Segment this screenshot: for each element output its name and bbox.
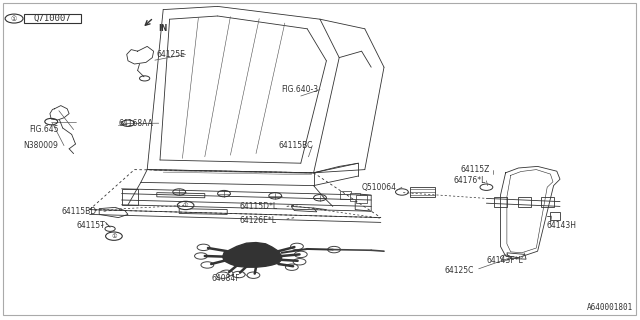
Circle shape — [201, 262, 214, 268]
Circle shape — [232, 271, 245, 278]
Bar — [340, 191, 351, 199]
Text: Q710007: Q710007 — [34, 14, 71, 23]
Circle shape — [247, 272, 260, 278]
Circle shape — [314, 195, 326, 201]
Bar — [350, 193, 360, 201]
Circle shape — [197, 244, 210, 251]
Circle shape — [269, 193, 282, 199]
Text: 64115T: 64115T — [77, 221, 106, 230]
Text: IN: IN — [159, 24, 168, 33]
Text: 64143F*L: 64143F*L — [486, 256, 523, 265]
Circle shape — [220, 270, 233, 276]
Text: A640001801: A640001801 — [588, 303, 634, 312]
Circle shape — [105, 226, 115, 231]
Bar — [356, 195, 367, 203]
Circle shape — [140, 76, 150, 81]
Circle shape — [291, 243, 303, 250]
Circle shape — [500, 255, 511, 260]
Circle shape — [173, 189, 186, 195]
Text: 64115D*L: 64115D*L — [240, 202, 278, 211]
Circle shape — [285, 264, 298, 270]
Circle shape — [5, 14, 23, 23]
Text: 64168AA: 64168AA — [118, 119, 153, 128]
Text: Q510064: Q510064 — [362, 183, 397, 192]
Bar — [24, 14, 81, 23]
Circle shape — [396, 189, 408, 195]
Bar — [494, 197, 507, 207]
Text: 64115BD: 64115BD — [61, 207, 97, 216]
Circle shape — [122, 120, 134, 126]
Text: 64125E: 64125E — [157, 50, 186, 59]
Bar — [518, 197, 531, 207]
Text: 64115Z: 64115Z — [461, 165, 490, 174]
Text: ①: ① — [11, 16, 17, 21]
Text: 64143H: 64143H — [547, 221, 577, 230]
Circle shape — [294, 251, 307, 258]
Bar — [550, 212, 560, 220]
Text: ①: ① — [183, 203, 188, 208]
Text: 64115BC: 64115BC — [278, 141, 313, 150]
Circle shape — [195, 253, 207, 259]
Circle shape — [480, 184, 493, 190]
Text: N380009: N380009 — [23, 141, 58, 150]
Circle shape — [218, 190, 230, 197]
Bar — [541, 197, 554, 207]
Circle shape — [328, 246, 340, 253]
Circle shape — [106, 232, 122, 240]
Circle shape — [177, 201, 194, 210]
Text: FIG.645: FIG.645 — [29, 125, 58, 134]
Text: FIG.640-3: FIG.640-3 — [282, 85, 319, 94]
Text: 64125C: 64125C — [445, 266, 474, 275]
Text: ①: ① — [111, 234, 116, 239]
Text: 64126E*L: 64126E*L — [240, 216, 277, 225]
Text: 64084F: 64084F — [211, 274, 240, 283]
Circle shape — [45, 118, 58, 125]
Text: 64176*L: 64176*L — [453, 176, 486, 185]
Circle shape — [293, 259, 306, 265]
Polygon shape — [223, 243, 282, 267]
Circle shape — [216, 272, 229, 278]
